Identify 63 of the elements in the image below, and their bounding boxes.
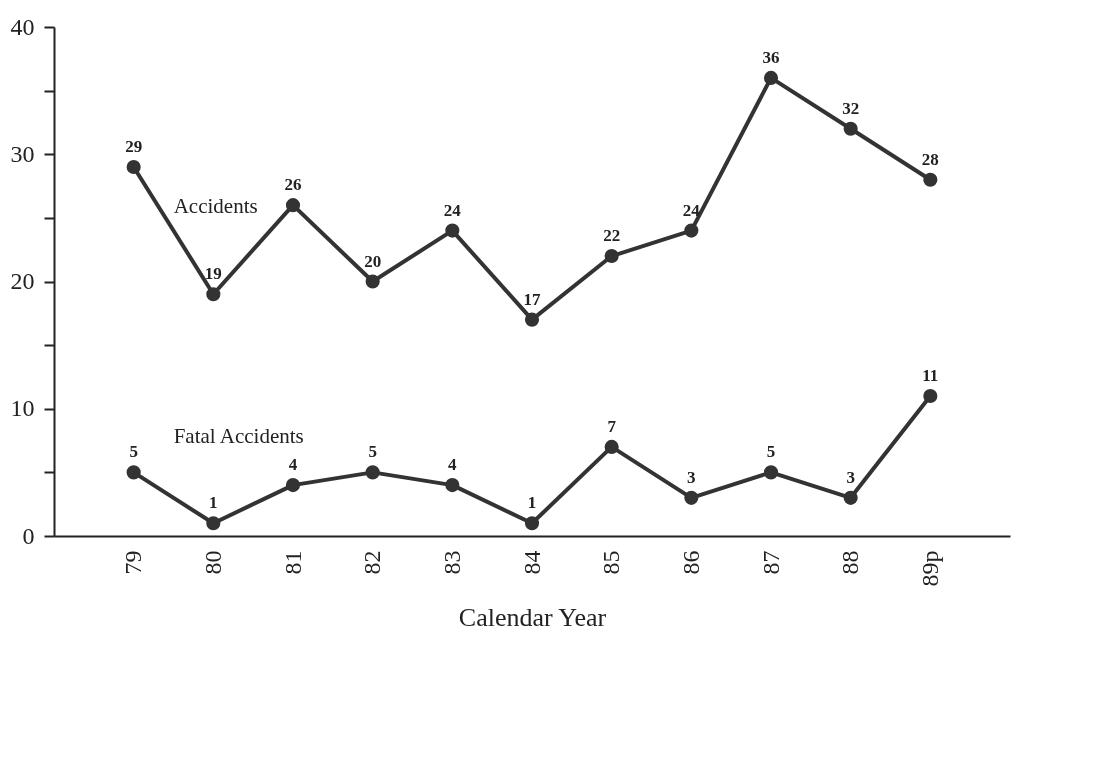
data-label: 4: [448, 455, 458, 475]
point: [604, 248, 619, 264]
point: [285, 478, 301, 493]
y-tick-label: 20: [10, 268, 35, 294]
x-tick-label: 89p: [916, 550, 943, 587]
data-label: 24: [443, 200, 462, 220]
series-label: Fatal Accidents: [173, 424, 304, 449]
point: [365, 465, 380, 480]
x-tick-label: 87: [757, 550, 784, 575]
point: [524, 516, 540, 531]
data-label: 5: [766, 442, 776, 462]
data-label: 32: [842, 98, 860, 118]
point: [604, 439, 619, 454]
x-tick-label: 80: [199, 550, 226, 575]
data-label: 29: [125, 136, 143, 156]
point: [445, 223, 460, 238]
y-tick-label: 10: [10, 395, 35, 422]
data-label: 17: [523, 289, 541, 309]
data-label: 20: [364, 251, 382, 271]
point: [843, 490, 858, 505]
data-label: 5: [368, 442, 377, 462]
point: [923, 172, 938, 187]
data-label: 4: [288, 455, 298, 475]
point: [923, 388, 938, 404]
data-label: 28: [921, 149, 939, 169]
data-label: 19: [204, 264, 222, 284]
data-label: 22: [603, 226, 621, 246]
point: [684, 490, 699, 505]
point: [843, 121, 858, 136]
point: [524, 312, 540, 327]
series-label: Accidents: [173, 193, 258, 218]
point: [285, 198, 301, 213]
data-label: 3: [846, 467, 855, 487]
data-label: 1: [209, 493, 218, 513]
data-label: 3: [687, 467, 696, 487]
x-tick-label: 86: [677, 550, 704, 575]
point: [365, 274, 380, 289]
point: [684, 223, 699, 238]
x-tick-label: 82: [359, 550, 386, 575]
data-label: 24: [682, 200, 701, 220]
x-tick-label: 79: [120, 550, 147, 575]
data-label: 7: [607, 416, 617, 436]
data-label: 36: [762, 47, 780, 67]
y-tick-label: 0: [22, 522, 35, 549]
point: [126, 159, 141, 175]
point: [206, 287, 221, 302]
point: [763, 70, 779, 85]
data-label: 11: [922, 366, 939, 386]
x-tick-label: 81: [279, 550, 306, 575]
data-label: 5: [129, 442, 138, 462]
y-tick-label: 30: [10, 140, 35, 167]
x-tick-label: 83: [438, 550, 465, 575]
point: [445, 478, 460, 493]
data-label: 1: [527, 493, 537, 513]
point: [763, 465, 779, 480]
point: [126, 465, 141, 480]
point: [206, 516, 221, 531]
x-axis-title: Calendar Year: [458, 602, 607, 632]
x-tick-label: 84: [518, 550, 545, 575]
x-tick-label: 88: [837, 550, 864, 575]
x-tick-label: 85: [598, 550, 625, 575]
data-label: 26: [284, 175, 302, 195]
y-tick-label: 40: [10, 13, 35, 40]
